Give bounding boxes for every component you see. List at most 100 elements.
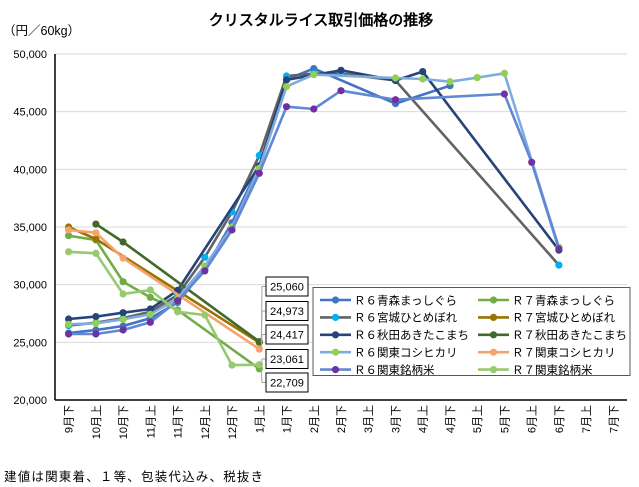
series-8 (65, 87, 563, 338)
legend-item: Ｒ６秋田あきたこまち (320, 328, 469, 342)
series-line (67, 234, 261, 371)
legend-label: Ｒ７青森まっしぐら (512, 293, 615, 307)
y-tick-label: 45,000 (13, 107, 47, 119)
x-tick-label: 10月上 (90, 405, 103, 439)
data-label: 25,060 (270, 282, 304, 294)
data-point (119, 278, 127, 286)
legend-item: Ｒ７秋田あきたこまち (478, 328, 627, 342)
legend-label: Ｒ７関東銘柄米 (512, 363, 593, 377)
data-point (310, 65, 318, 73)
legend-marker (331, 331, 340, 339)
data-point (310, 71, 318, 79)
plot-series (65, 65, 563, 373)
data-point (500, 90, 508, 98)
y-axis-tick-labels: 20,000 25,000 30,000 35,000 40,000 45,000 50,0… (13, 49, 47, 407)
y-tick-label: 30,000 (13, 280, 47, 292)
legend-marker (489, 331, 498, 339)
legend-item: Ｒ７関東銘柄米 (478, 363, 593, 377)
data-point (174, 308, 182, 316)
y-axis-unit-label: （円／60kg） (3, 24, 80, 38)
data-point (201, 311, 209, 319)
chart-title: クリスタルライス取引価格の推移 (209, 11, 434, 29)
data-point (282, 103, 291, 111)
legend-marker (489, 366, 498, 374)
x-tick-label: 6月下 (554, 405, 566, 433)
data-point (92, 330, 100, 338)
data-point (119, 315, 127, 323)
y-tick-label: 35,000 (13, 222, 47, 234)
data-point (146, 293, 154, 301)
data-point (201, 267, 209, 275)
data-point (92, 313, 100, 321)
data-point (228, 361, 236, 369)
data-point (310, 105, 318, 113)
x-tick-label: 11月上 (144, 405, 157, 438)
legend-marker (489, 296, 498, 304)
legend-item: Ｒ６青森まっしぐら (320, 293, 457, 307)
x-tick-label: 7月上 (580, 405, 593, 433)
data-point (146, 286, 154, 294)
series-line (67, 250, 261, 367)
series-line (67, 72, 561, 326)
legend-label: Ｒ６秋田あきたこまち (354, 328, 469, 342)
x-tick-label: 7月下 (608, 405, 620, 433)
data-point (92, 249, 100, 257)
legend-label: Ｒ７関東コシヒカリ (512, 347, 616, 360)
x-tick-label: 5月下 (499, 405, 511, 433)
data-point (65, 226, 73, 234)
data-point (337, 87, 345, 95)
data-point (337, 66, 345, 74)
legend-marker (489, 348, 498, 356)
series-7 (65, 226, 263, 353)
legend-item: Ｒ６関東銘柄米 (320, 363, 435, 377)
legend-label: Ｒ６青森まっしぐら (354, 293, 457, 307)
data-label-box (265, 349, 309, 369)
data-point (65, 232, 73, 240)
data-point (555, 261, 563, 269)
data-label-leader-line (260, 310, 266, 343)
x-tick-label: 9月下 (64, 405, 76, 433)
series-line (67, 228, 261, 351)
data-point (65, 330, 73, 338)
x-tick-label: 5月上 (471, 405, 484, 433)
x-tick-label: 2月上 (308, 405, 321, 433)
x-tick-label: 3月下 (390, 405, 402, 433)
data-point (528, 158, 536, 166)
data-point (119, 309, 127, 317)
y-tick-label: 40,000 (13, 164, 47, 176)
data-point (92, 235, 100, 243)
gridlines (55, 53, 627, 343)
data-point (391, 96, 400, 104)
x-tick-label: 12月下 (227, 405, 239, 439)
data-point (119, 238, 127, 246)
data-label-box (265, 372, 309, 393)
data-label-leader-line (260, 368, 266, 383)
legend-label: Ｒ７宮城ひとめぼれ (512, 311, 616, 325)
x-tick-label: 3月上 (362, 405, 375, 433)
data-point (65, 248, 73, 256)
legend-marker (331, 296, 340, 304)
data-label-box (265, 301, 309, 321)
legend-item: Ｒ６宮城ひとめぼれ (320, 311, 458, 325)
data-point (65, 320, 73, 328)
legend-item: Ｒ７関東コシヒカリ (478, 347, 616, 360)
data-label-leader-line (260, 334, 266, 350)
data-point (92, 319, 100, 327)
data-point (555, 245, 563, 253)
x-tick-label: 4月上 (417, 405, 430, 433)
data-labels: 25,060 24,973 24,417 23,061 22,709 (260, 276, 309, 393)
data-label: 24,973 (270, 306, 304, 318)
x-tick-label: 4月下 (445, 405, 457, 433)
y-tick-label: 25,000 (13, 337, 47, 349)
data-point (282, 76, 291, 84)
legend-marker (489, 313, 498, 321)
data-point (119, 254, 127, 262)
data-point (228, 226, 236, 234)
legend-item: Ｒ７青森まっしぐら (478, 293, 615, 307)
legend-box (312, 287, 631, 376)
data-point (419, 75, 427, 83)
x-tick-label: 1月上 (253, 405, 266, 433)
x-tick-label: 11月下 (173, 405, 185, 438)
x-tick-label: 6月上 (526, 405, 539, 433)
